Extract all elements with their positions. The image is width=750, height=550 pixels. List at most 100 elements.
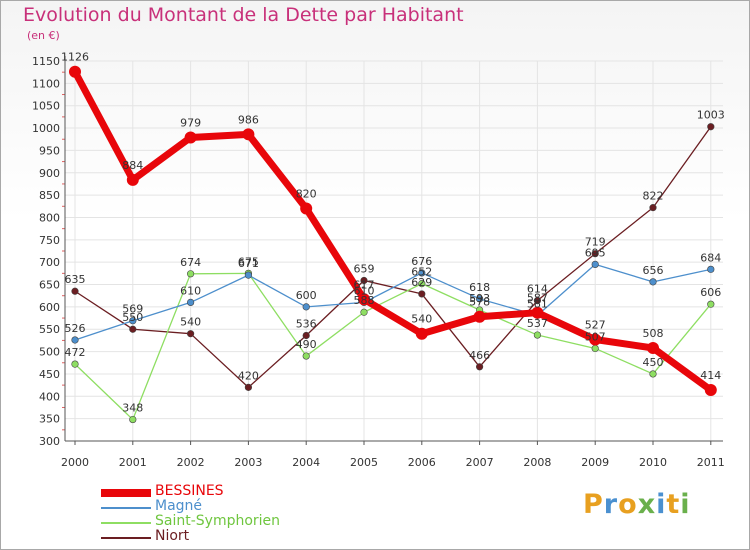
data-label: 466 bbox=[469, 349, 490, 362]
legend-swatch bbox=[101, 537, 151, 539]
chart-title: Evolution du Montant de la Dette par Hab… bbox=[23, 4, 464, 26]
legend-swatch bbox=[101, 507, 151, 509]
data-point bbox=[242, 128, 255, 141]
legend-item: Magné bbox=[101, 499, 361, 515]
data-label: 822 bbox=[643, 190, 664, 203]
data-point bbox=[476, 363, 484, 371]
data-label: 588 bbox=[354, 294, 375, 307]
brand-letter: x bbox=[637, 489, 657, 520]
data-label: 490 bbox=[296, 338, 317, 351]
brand-letter: i bbox=[680, 489, 691, 520]
data-point bbox=[71, 336, 79, 344]
data-point bbox=[418, 290, 426, 298]
data-label: 676 bbox=[411, 255, 432, 268]
data-point bbox=[533, 331, 542, 339]
data-label: 695 bbox=[585, 246, 606, 259]
data-point bbox=[531, 306, 544, 319]
y-tick-label: 400 bbox=[39, 390, 60, 403]
data-point bbox=[473, 310, 486, 323]
data-point bbox=[707, 123, 715, 131]
y-tick-label: 600 bbox=[39, 301, 60, 314]
data-label: 348 bbox=[122, 402, 143, 415]
legend: BESSINES Magné Saint-Symphorien Niort bbox=[101, 483, 361, 545]
data-label: 684 bbox=[700, 251, 721, 264]
data-label: 979 bbox=[180, 116, 201, 129]
data-label: 581 bbox=[527, 297, 548, 310]
series-line-2 bbox=[74, 272, 712, 421]
legend-item: Niort bbox=[101, 528, 361, 545]
data-point bbox=[71, 360, 79, 368]
x-tick-label: 2008 bbox=[523, 456, 551, 469]
data-label: 536 bbox=[296, 317, 317, 330]
data-point bbox=[187, 330, 195, 338]
data-label: 656 bbox=[643, 264, 664, 277]
data-label: 1126 bbox=[61, 51, 89, 64]
series-lines bbox=[69, 65, 717, 424]
data-label: 986 bbox=[238, 113, 259, 126]
data-label: 587 bbox=[527, 292, 548, 305]
y-tick-label: 650 bbox=[39, 279, 60, 292]
data-label: 610 bbox=[180, 284, 201, 297]
data-label: 420 bbox=[238, 369, 259, 382]
data-point bbox=[649, 204, 657, 212]
data-point bbox=[69, 65, 81, 78]
y-tick-label: 950 bbox=[39, 144, 60, 157]
data-point bbox=[126, 173, 139, 186]
data-label: 635 bbox=[65, 273, 86, 286]
x-tick-label: 2003 bbox=[234, 456, 262, 469]
data-label: 652 bbox=[411, 266, 432, 279]
data-label: 472 bbox=[65, 346, 86, 359]
data-point bbox=[418, 269, 426, 277]
data-point bbox=[591, 260, 599, 269]
data-label: 540 bbox=[411, 313, 432, 326]
data-label: 593 bbox=[469, 292, 490, 305]
data-point bbox=[302, 303, 310, 311]
data-point bbox=[704, 384, 717, 397]
y-tick-label: 350 bbox=[39, 413, 60, 426]
data-label: 884 bbox=[122, 159, 143, 172]
data-label: 618 bbox=[469, 281, 490, 294]
data-point bbox=[360, 276, 368, 285]
legend-label: Niort bbox=[155, 528, 190, 544]
data-point bbox=[187, 270, 195, 278]
data-point bbox=[300, 202, 313, 215]
data-point bbox=[244, 383, 252, 391]
data-point bbox=[533, 297, 542, 305]
y-tick-label: 800 bbox=[39, 211, 60, 224]
data-label: 675 bbox=[238, 255, 259, 268]
y-tick-label: 1150 bbox=[32, 55, 60, 68]
y-tick-label: 750 bbox=[39, 234, 60, 247]
brand-letter: t bbox=[666, 489, 681, 520]
data-label: 508 bbox=[643, 327, 664, 340]
data-label: 629 bbox=[411, 276, 432, 289]
y-tick-label: 1050 bbox=[32, 100, 60, 113]
y-tick-label: 500 bbox=[39, 346, 60, 359]
brand-logo: Proxiti bbox=[583, 489, 691, 520]
data-point bbox=[129, 317, 137, 325]
legend-swatch bbox=[101, 522, 151, 524]
data-point bbox=[129, 325, 137, 333]
x-tick-label: 2007 bbox=[466, 456, 494, 469]
data-label: 540 bbox=[180, 316, 201, 329]
x-tick-label: 2005 bbox=[350, 456, 378, 469]
legend-label: BESSINES bbox=[155, 483, 224, 499]
data-point bbox=[71, 287, 79, 295]
brand-letter: P bbox=[583, 489, 604, 520]
y-tick-label: 300 bbox=[39, 435, 60, 448]
x-tick-label: 2011 bbox=[697, 456, 725, 469]
data-point bbox=[302, 352, 310, 360]
x-tick-label: 2000 bbox=[61, 456, 89, 469]
data-label: 671 bbox=[238, 257, 259, 270]
y-tick-label: 900 bbox=[39, 167, 60, 180]
data-point bbox=[707, 265, 715, 273]
axes: 300 350 400 450 500 550 600 650 700 750 800 850 900 9… bbox=[32, 55, 725, 469]
y-tick-label: 850 bbox=[39, 189, 60, 202]
data-label: 526 bbox=[65, 322, 86, 335]
brand-letter: r bbox=[603, 489, 619, 520]
data-label: 537 bbox=[527, 317, 548, 330]
data-point bbox=[360, 308, 368, 316]
data-label: 614 bbox=[527, 283, 548, 296]
y-unit-label: (en €) bbox=[27, 29, 60, 42]
data-point bbox=[649, 370, 657, 378]
